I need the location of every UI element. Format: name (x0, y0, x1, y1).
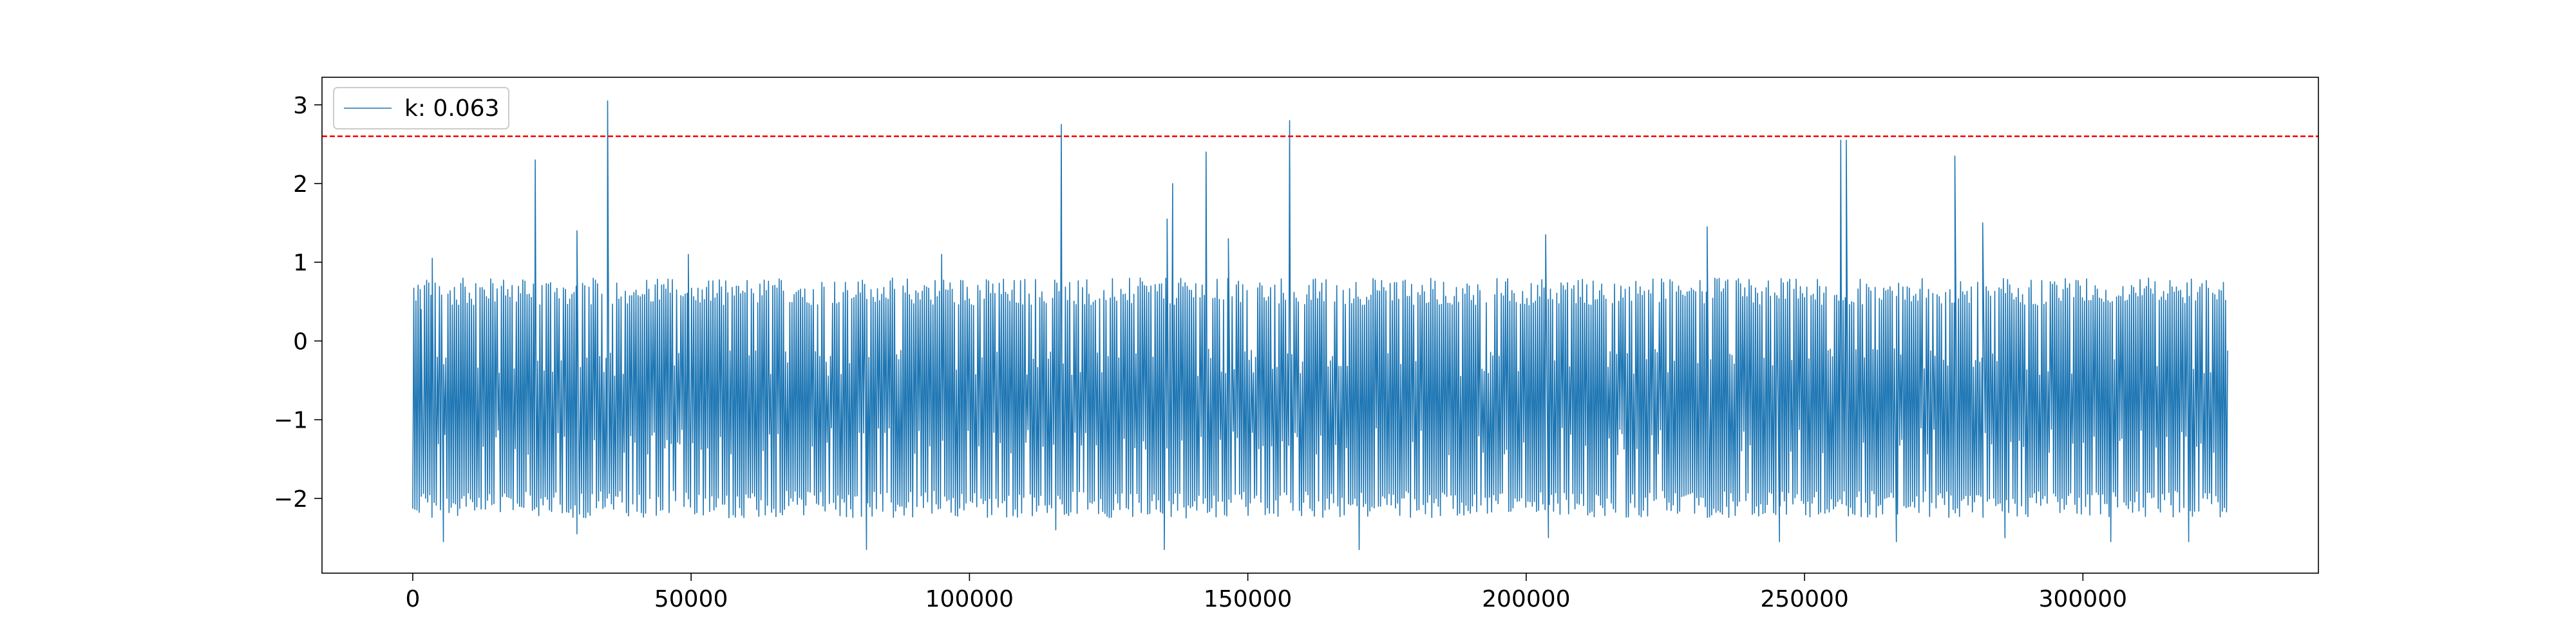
y-tick-label: −2 (274, 486, 308, 513)
legend-label: k: 0.063 (404, 95, 499, 122)
legend-box (333, 87, 509, 129)
x-tick-label: 100000 (925, 586, 1014, 612)
legend: k: 0.063 (333, 87, 509, 129)
series-line (412, 100, 2228, 551)
y-tick-label: 3 (293, 93, 308, 119)
x-tick-label: 150000 (1204, 586, 1292, 612)
y-tick-label: 2 (293, 171, 308, 198)
axes-frame (321, 77, 2319, 574)
y-tick-label: −1 (274, 408, 308, 434)
x-tick-label: 50000 (654, 586, 728, 612)
x-tick-label: 250000 (1760, 586, 1848, 612)
y-tick-label: 0 (293, 328, 308, 355)
x-tick-label: 0 (405, 586, 420, 612)
series-layer (412, 100, 2228, 551)
y-tick-label: 1 (293, 250, 308, 276)
x-axis: 0 50000 100000 150000 200000 250000 300000 (405, 573, 2127, 612)
x-tick-label: 200000 (1482, 586, 1570, 612)
y-axis: 3 2 1 0 −1 −2 (274, 93, 322, 513)
x-tick-label: 300000 (2039, 586, 2127, 612)
